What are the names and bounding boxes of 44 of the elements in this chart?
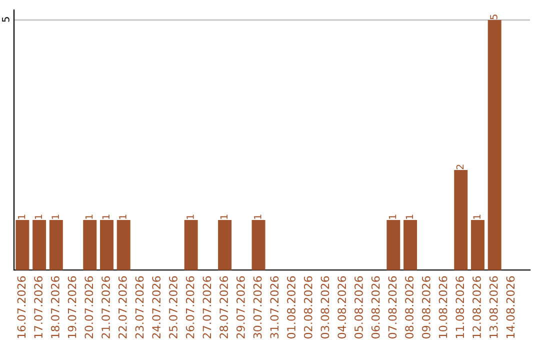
x-tick-label: 24.07.2026 [152, 276, 161, 338]
x-tick-label: 27.07.2026 [202, 276, 212, 338]
data-label: 1 [119, 214, 126, 219]
data-label: 1 [389, 214, 396, 219]
x-tick-label: 13.08.2026 [489, 276, 498, 338]
x-tick-label: 04.08.2026 [338, 276, 346, 338]
x-tick-label: 25.07.2026 [169, 276, 178, 338]
x-tick-label: 07.08.2026 [388, 276, 397, 338]
x-tick-label: 09.08.2026 [422, 276, 430, 338]
x-tick-label: 08.08.2026 [405, 276, 414, 338]
data-label: 1 [85, 214, 93, 219]
x-tick-label: 17.07.2026 [34, 276, 43, 338]
data-label: 1 [52, 214, 59, 219]
data-label: 1 [473, 214, 480, 219]
data-label: 1 [34, 214, 42, 219]
x-tick-label: 16.07.2026 [17, 276, 26, 338]
data-label: 1 [186, 214, 194, 219]
data-label: 5 [490, 14, 498, 20]
x-tick-label: 01.08.2026 [287, 276, 296, 338]
x-tick-label: 18.07.2026 [50, 276, 60, 338]
x-tick-label: 03.08.2026 [320, 276, 330, 338]
x-tick-label: 20.07.2026 [84, 276, 94, 338]
data-label: 1 [406, 214, 413, 219]
x-tick-label: 23.07.2026 [135, 276, 144, 338]
x-tick-label: 02.08.2026 [304, 276, 312, 338]
x-tick-label: 22.07.2026 [118, 276, 127, 338]
x-tick-label: 05.08.2026 [354, 276, 363, 338]
data-label: 1 [254, 214, 262, 219]
x-tick-label: 14.08.2026 [506, 276, 515, 338]
x-tick-label: 29.07.2026 [236, 276, 245, 338]
x-tick-label: 31.07.2026 [270, 276, 279, 338]
x-tick-label: 10.08.2026 [438, 276, 448, 338]
data-label: 1 [102, 214, 110, 219]
x-tick-label: 06.08.2026 [371, 276, 380, 338]
x-tick-label: 19.07.2026 [68, 276, 76, 338]
x-tick-label: 30.07.2026 [253, 276, 262, 338]
data-label: 1 [18, 214, 26, 219]
x-tick-label: 21.07.2026 [102, 276, 110, 338]
x-tick-label: 28.07.2026 [220, 276, 228, 338]
x-tick-label: 11.08.2026 [456, 276, 464, 338]
data-label: 1 [220, 214, 228, 219]
data-label: 2 [456, 164, 464, 170]
x-tick-label: 26.07.2026 [186, 276, 194, 338]
x-tick-label: 12.08.2026 [472, 276, 481, 338]
